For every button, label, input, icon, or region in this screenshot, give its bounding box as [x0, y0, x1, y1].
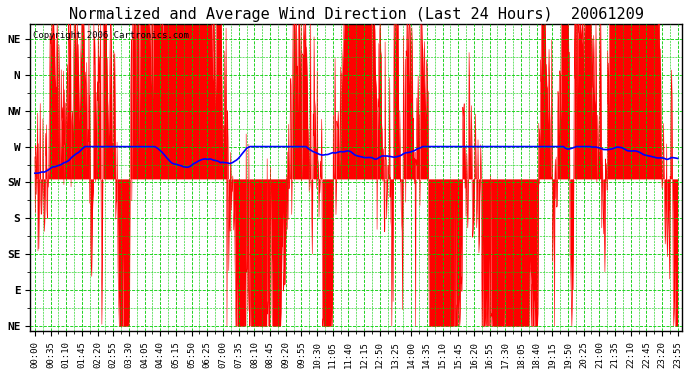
Text: Copyright 2006 Cartronics.com: Copyright 2006 Cartronics.com — [33, 31, 189, 40]
Title: Normalized and Average Wind Direction (Last 24 Hours)  20061209: Normalized and Average Wind Direction (L… — [69, 7, 644, 22]
